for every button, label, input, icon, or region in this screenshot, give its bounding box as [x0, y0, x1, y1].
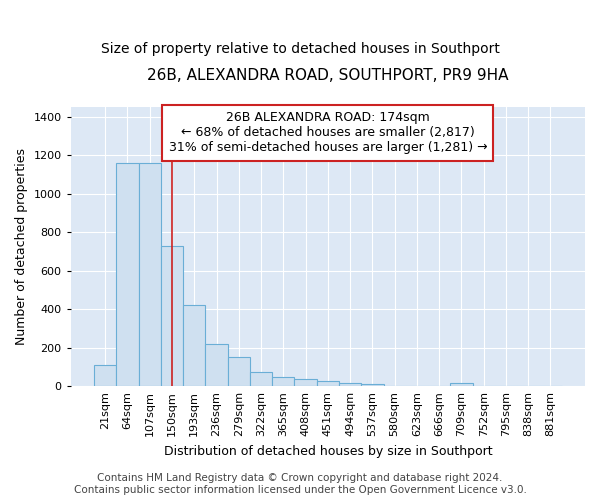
Bar — [339, 384, 361, 386]
Bar — [205, 344, 227, 386]
Bar — [295, 379, 317, 386]
Bar — [361, 384, 383, 386]
Bar — [272, 376, 295, 386]
Y-axis label: Number of detached properties: Number of detached properties — [15, 148, 28, 345]
Bar — [161, 246, 183, 386]
Bar — [139, 164, 161, 386]
X-axis label: Distribution of detached houses by size in Southport: Distribution of detached houses by size … — [164, 444, 492, 458]
Bar — [116, 163, 139, 386]
Title: 26B, ALEXANDRA ROAD, SOUTHPORT, PR9 9HA: 26B, ALEXANDRA ROAD, SOUTHPORT, PR9 9HA — [147, 68, 509, 82]
Bar — [317, 382, 339, 386]
Bar — [227, 358, 250, 386]
Bar — [250, 372, 272, 386]
Bar — [183, 306, 205, 386]
Bar — [94, 365, 116, 386]
Text: Size of property relative to detached houses in Southport: Size of property relative to detached ho… — [101, 42, 499, 56]
Text: Contains HM Land Registry data © Crown copyright and database right 2024.
Contai: Contains HM Land Registry data © Crown c… — [74, 474, 526, 495]
Text: 26B ALEXANDRA ROAD: 174sqm
← 68% of detached houses are smaller (2,817)
31% of s: 26B ALEXANDRA ROAD: 174sqm ← 68% of deta… — [169, 112, 487, 154]
Bar — [451, 382, 473, 386]
